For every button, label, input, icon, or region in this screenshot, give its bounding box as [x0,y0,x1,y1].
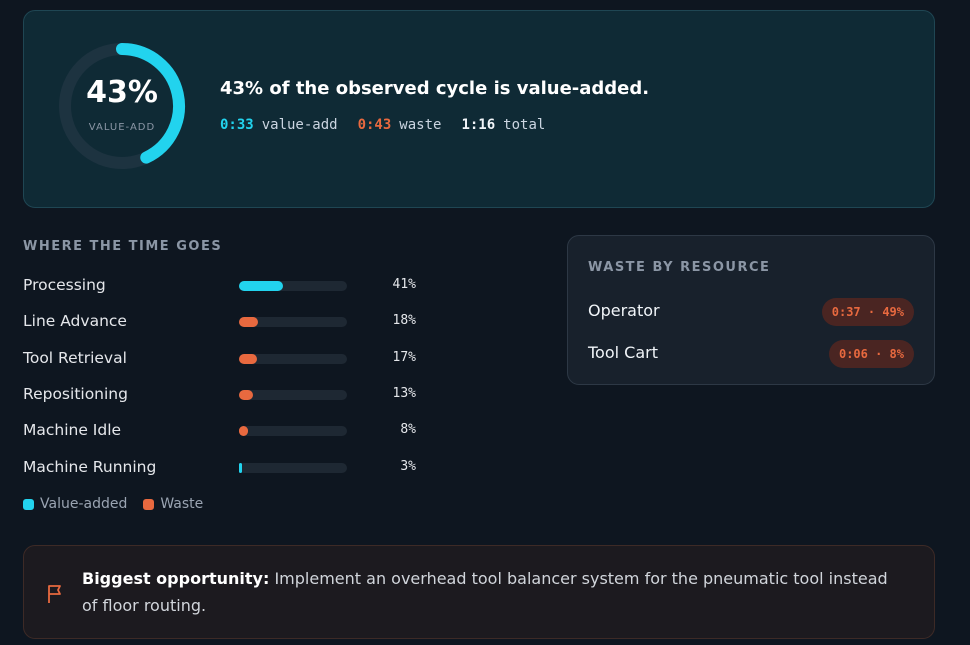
row-name: Tool Retrieval [23,348,127,367]
row-value: 18% [392,313,416,329]
bar [239,462,243,473]
stat: 1:16 total [461,117,545,133]
bar-track [239,426,347,437]
resource-card: WASTE BY RESOURCE Operator 0:37 · 49% Tool… [567,235,935,385]
resource-name: Operator [588,301,660,320]
legend-swatch [23,498,34,510]
stat-label: value-add [261,117,338,133]
opportunity-card: Biggest opportunity: Implement an overhe… [23,545,935,639]
bar [239,389,254,400]
bar [239,353,258,364]
row-name: Line Advance [23,312,127,331]
headline: 43% of the observed cycle is value-added… [220,78,650,99]
row-value: 13% [392,385,416,401]
opportunity-title: Biggest opportunity: [82,569,270,588]
opportunity-body: Implement an overhead tool balancer syst… [82,569,888,615]
row-value: 3% [400,458,416,474]
resource-pill: 0:06 · 8% [828,340,914,368]
section-title: WHERE THE TIME GOES [23,239,223,254]
legend-item: Value-added [23,496,127,512]
bar-track [239,281,347,291]
stat: 0:43 waste [358,117,442,133]
legend-label: Value-added [40,496,128,512]
stat-label: total [503,117,546,133]
ring: 43% VALUE-ADD [59,43,185,169]
legend-item: Waste [143,496,203,512]
bar-track [239,317,347,328]
stat-value: 1:16 [461,117,496,133]
stat-value: 0:33 [220,117,254,133]
ring-arc [116,43,185,164]
row-name: Machine Idle [23,421,122,440]
ring-value: 43% [86,75,158,110]
row-value: 17% [392,349,416,365]
row-value: 8% [400,422,416,438]
legend-label: Waste [160,496,204,512]
legend-swatch [143,498,155,510]
row-value: 41% [392,277,416,292]
bar [239,426,248,437]
opportunity-text: Biggest opportunity: Implement an overhe… [82,565,902,619]
stat-value: 0:43 [357,117,392,133]
bar-track [239,389,347,400]
stat-label: waste [399,117,442,133]
bar-track [239,353,347,364]
stats: 0:33 value-add 0:43 waste 1:16 total [220,117,545,133]
bar [239,317,259,328]
bar [239,281,284,291]
resource-pill: 0:37 · 49% [821,298,914,326]
section-title: WASTE BY RESOURCE [588,260,771,275]
legend: Value-added Waste [23,496,203,512]
row-name: Repositioning [23,384,128,403]
row-name: Processing [23,276,106,294]
stat: 0:33 value-add [220,117,338,133]
resource-name: Tool Cart [588,343,658,362]
ring-label: VALUE-ADD [89,122,155,133]
row-name: Machine Running [23,457,157,476]
flag-icon [48,585,61,603]
bar-track [239,462,347,473]
